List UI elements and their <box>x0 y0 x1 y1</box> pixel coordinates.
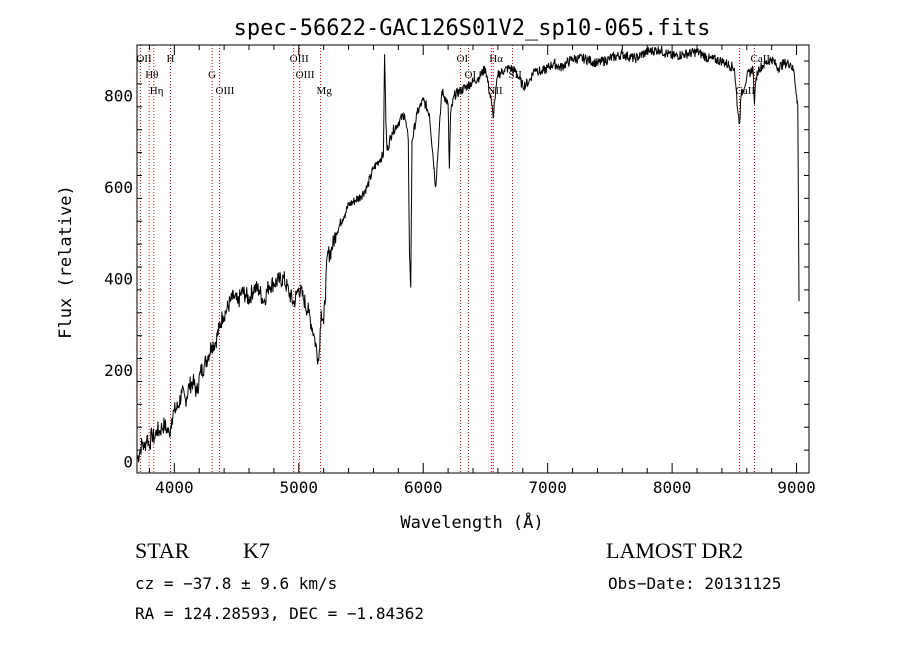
redshift-cz: cz = −37.8 ± 9.6 km/s <box>135 574 338 593</box>
line-marker-label: Hη <box>150 85 164 97</box>
x-tick-label: 5000 <box>280 478 319 497</box>
x-tick-label: 8000 <box>653 478 692 497</box>
y-tick-label: 600 <box>104 178 133 197</box>
coordinates: RA = 124.28593, DEC = −1.84362 <box>135 604 424 623</box>
line-marker-label: OIII <box>290 53 309 65</box>
line-marker-label: Hα <box>489 53 503 65</box>
line-marker-label: Mg <box>317 85 333 97</box>
line-marker-label: OII <box>136 53 152 65</box>
line-marker-label: OIII <box>216 85 235 97</box>
y-tick-label: 0 <box>123 453 133 472</box>
y-axis-label: Flux (relative) <box>56 185 76 339</box>
x-tick-label: 7000 <box>528 478 567 497</box>
line-marker-label: H <box>166 53 174 65</box>
plot-frame <box>136 44 810 474</box>
flux-series-line <box>136 45 800 463</box>
y-tick-label: 200 <box>104 361 133 380</box>
x-axis-label: Wavelength (Å) <box>400 511 543 533</box>
y-tick-label: 800 <box>104 86 133 105</box>
line-marker-label: OI <box>457 53 469 65</box>
x-tick-label: 6000 <box>404 478 443 497</box>
y-tick-label: 400 <box>104 269 133 288</box>
object-subclass: K7 <box>243 538 270 563</box>
line-marker-label: G <box>208 69 216 81</box>
chart-title: spec-56622-GAC126S01V2_sp10-065.fits <box>234 16 711 41</box>
line-marker-label: OI <box>465 69 477 81</box>
emission-line-labels: OIIHθHηHGOIIIOIIIOIIIMgOIOINIIHαSIICaIIC… <box>136 53 770 97</box>
object-class: STAR <box>135 538 190 563</box>
emission-line-markers <box>139 45 755 473</box>
line-marker-label: OIII <box>296 69 315 81</box>
survey-name: LAMOST DR2 <box>606 538 744 563</box>
line-marker-label: CaII <box>736 85 756 97</box>
x-tick-label: 4000 <box>155 478 194 497</box>
line-marker-label: Hθ <box>145 69 158 81</box>
axis-ticks: 4000 5000 6000 7000 8000 9000 0 200 400 600 800 <box>104 45 816 497</box>
x-tick-label: 9000 <box>777 478 816 497</box>
observation-date: Obs−Date: 20131125 <box>608 574 782 593</box>
